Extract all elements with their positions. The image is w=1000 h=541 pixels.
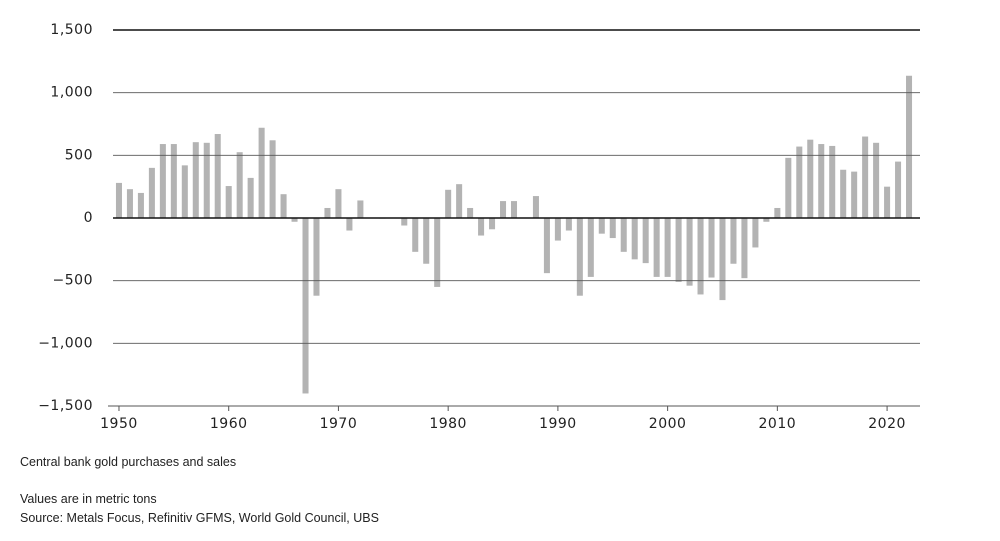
bar [895,161,902,218]
bar [642,218,649,264]
bar [620,218,627,252]
bar [741,218,748,279]
x-tick-label: 2000 [649,416,687,432]
bar [302,218,309,394]
x-tick-label: 2020 [868,416,906,432]
note: Values are in metric tons [20,492,157,506]
bar [148,167,155,218]
bar [313,218,320,296]
bar [236,152,243,218]
bar [752,218,759,248]
bar [686,218,693,286]
y-tick-label: 0 [84,210,93,226]
bar [873,142,880,218]
bar [862,136,869,218]
bar [401,218,408,226]
bar [258,127,265,218]
bar [675,218,682,282]
bar [456,184,463,218]
bar [543,218,550,274]
x-tick-label: 1960 [210,416,248,432]
bar [335,189,342,218]
bar [763,218,770,222]
y-tick-label: −1,500 [38,398,93,414]
bar [269,140,276,218]
bar [851,171,858,218]
bar [214,134,221,218]
bar [576,218,583,296]
bar [587,218,594,277]
bar [280,194,287,218]
bar [247,177,254,218]
bar [829,145,836,218]
bar [159,144,166,218]
bar [291,218,298,222]
bar [697,218,704,295]
x-tick-label: 1950 [100,416,138,432]
bar [730,218,737,264]
bar [554,218,561,241]
bar [500,201,507,218]
y-tick-label: 1,000 [50,85,93,101]
bar [192,142,199,218]
bar [181,165,188,218]
chart: −1,500 −1,000 −500 0 500 1,000 1,500 1950 1960 19… [38,22,920,432]
bar [840,169,847,218]
bar [445,189,452,218]
x-tick-label: 1990 [539,416,577,432]
bar [807,139,814,218]
bar [653,218,660,277]
bar [478,218,485,236]
bar [818,144,825,218]
bar [115,182,122,218]
bar [719,218,726,301]
bar [708,218,715,278]
bar [532,196,539,218]
bar [467,207,474,218]
bar [434,218,441,287]
y-tick-label: 500 [65,147,93,163]
bar [565,218,572,231]
bar [324,207,331,218]
subtitle: Central bank gold purchases and sales [20,455,237,469]
bar [489,218,496,230]
y-tick-label: 1,500 [50,22,93,38]
bar [598,218,605,234]
bar [357,200,364,218]
bar [796,146,803,218]
bar [785,157,792,218]
bar [609,218,616,239]
y-tick-label: −1,000 [38,335,93,351]
bar [170,144,177,218]
bar [631,218,638,260]
x-tick-label: 1970 [320,416,358,432]
x-tick-label: 2010 [759,416,797,432]
bar [137,192,144,218]
bar [774,207,781,218]
source: Source: Metals Focus, Refinitiv GFMS, Wo… [20,511,379,525]
bar [203,142,210,218]
bar [664,218,671,277]
bar [423,218,430,264]
bar [126,189,133,218]
bar [884,186,891,218]
bar [346,218,353,231]
bar [510,201,518,218]
bar [906,75,913,218]
y-tick-label: −500 [53,273,93,289]
bar [225,186,232,218]
x-tick-label: 1980 [429,416,467,432]
bar [412,218,419,252]
